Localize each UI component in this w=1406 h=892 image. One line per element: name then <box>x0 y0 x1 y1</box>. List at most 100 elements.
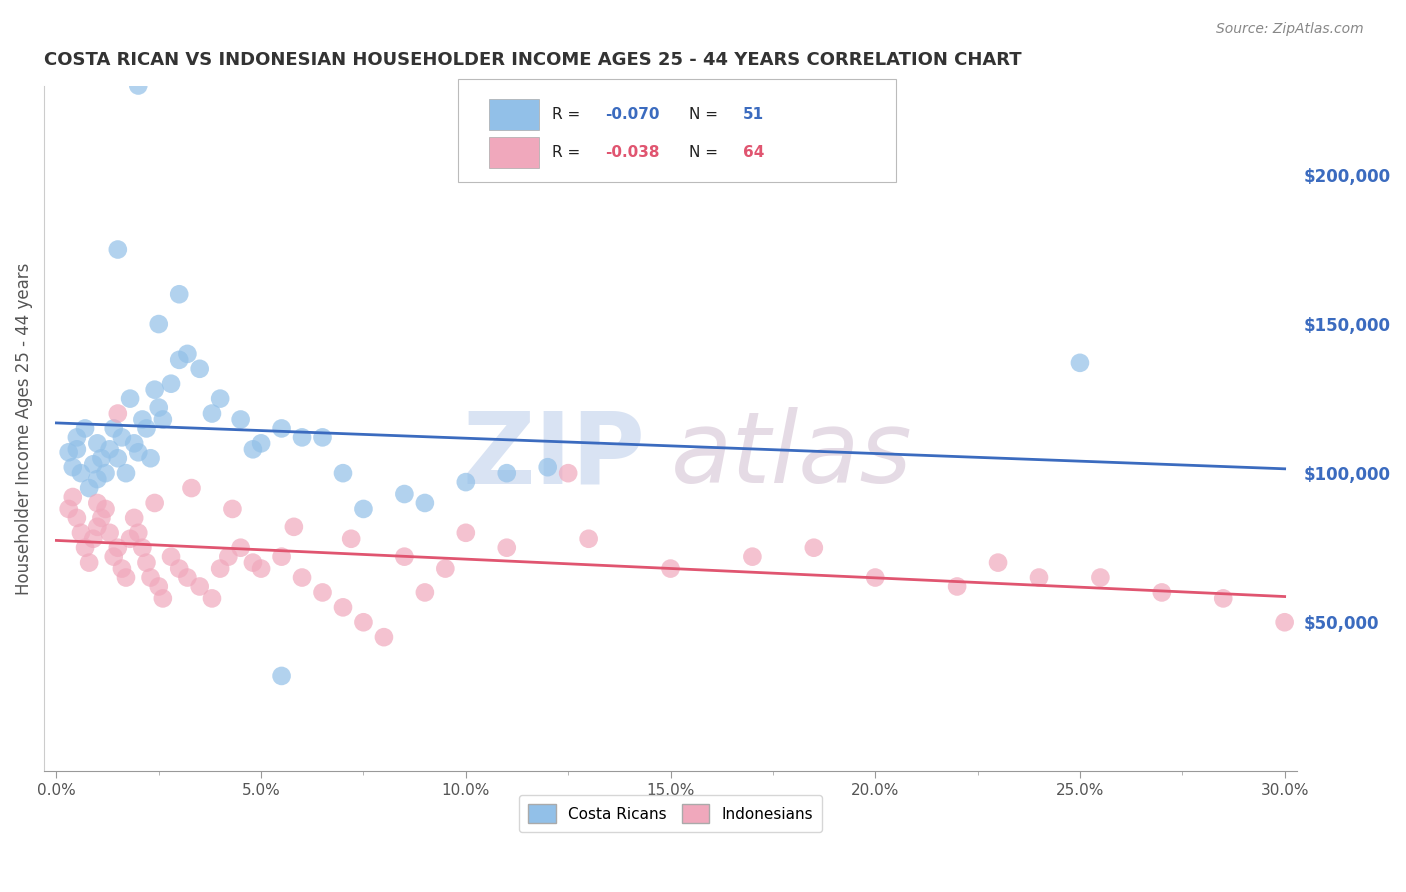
Point <box>373 630 395 644</box>
FancyBboxPatch shape <box>489 99 538 130</box>
Point <box>250 561 273 575</box>
Point <box>242 556 264 570</box>
Point <box>90 451 112 466</box>
FancyBboxPatch shape <box>457 78 896 182</box>
Point <box>201 591 224 606</box>
Point <box>86 436 108 450</box>
Point <box>221 502 243 516</box>
Point <box>229 412 252 426</box>
Point <box>803 541 825 555</box>
Point <box>1028 570 1050 584</box>
Text: R =: R = <box>551 145 585 160</box>
Point <box>180 481 202 495</box>
Point <box>86 520 108 534</box>
Point <box>332 600 354 615</box>
Point <box>127 445 149 459</box>
Point <box>73 541 96 555</box>
Point <box>188 361 211 376</box>
Point <box>160 376 183 391</box>
Point <box>135 421 157 435</box>
Text: -0.070: -0.070 <box>606 107 659 122</box>
Text: N =: N = <box>689 107 723 122</box>
Point <box>107 243 129 257</box>
Point <box>115 570 138 584</box>
Point <box>143 383 166 397</box>
Point <box>1274 615 1296 630</box>
Point <box>86 496 108 510</box>
Point <box>127 525 149 540</box>
Point <box>98 442 121 457</box>
Point <box>152 591 174 606</box>
Text: Source: ZipAtlas.com: Source: ZipAtlas.com <box>1216 22 1364 37</box>
Point <box>120 532 142 546</box>
Point <box>131 412 153 426</box>
Point <box>167 352 190 367</box>
Point <box>946 579 969 593</box>
Point <box>167 561 190 575</box>
Point <box>1150 585 1173 599</box>
Point <box>201 407 224 421</box>
Point <box>62 490 84 504</box>
Point <box>394 487 416 501</box>
Point <box>148 579 170 593</box>
Point <box>82 457 104 471</box>
Point <box>332 466 354 480</box>
Text: 64: 64 <box>744 145 765 160</box>
Point <box>160 549 183 564</box>
Point <box>86 472 108 486</box>
Point <box>413 496 436 510</box>
Point <box>107 451 129 466</box>
Point <box>557 466 579 480</box>
Point <box>537 460 560 475</box>
Point <box>291 430 314 444</box>
Point <box>209 392 232 406</box>
Point <box>242 442 264 457</box>
Point <box>659 561 682 575</box>
Point <box>127 78 149 93</box>
Text: -0.038: -0.038 <box>606 145 659 160</box>
Point <box>66 430 89 444</box>
Text: COSTA RICAN VS INDONESIAN HOUSEHOLDER INCOME AGES 25 - 44 YEARS CORRELATION CHAR: COSTA RICAN VS INDONESIAN HOUSEHOLDER IN… <box>44 51 1022 69</box>
Point <box>98 525 121 540</box>
Point <box>70 525 93 540</box>
Point <box>62 460 84 475</box>
Point <box>77 481 100 495</box>
Point <box>1069 356 1091 370</box>
Point <box>139 451 162 466</box>
Point <box>90 511 112 525</box>
Point <box>176 570 198 584</box>
FancyBboxPatch shape <box>489 137 538 168</box>
Text: 51: 51 <box>744 107 765 122</box>
Point <box>120 392 142 406</box>
Point <box>94 502 117 516</box>
Point <box>167 287 190 301</box>
Point <box>270 549 292 564</box>
Legend: Costa Ricans, Indonesians: Costa Ricans, Indonesians <box>519 796 823 832</box>
Text: N =: N = <box>689 145 723 160</box>
Text: atlas: atlas <box>671 408 912 504</box>
Point <box>495 541 517 555</box>
Point <box>270 421 292 435</box>
Y-axis label: Householder Income Ages 25 - 44 years: Householder Income Ages 25 - 44 years <box>15 262 32 595</box>
Point <box>1212 591 1234 606</box>
Point <box>111 430 134 444</box>
Point <box>578 532 600 546</box>
Point <box>987 556 1010 570</box>
Point <box>148 317 170 331</box>
Point <box>152 412 174 426</box>
Point <box>353 502 375 516</box>
Point <box>135 556 157 570</box>
Point <box>283 520 305 534</box>
Point <box>70 466 93 480</box>
Point <box>229 541 252 555</box>
Point <box>103 549 125 564</box>
Point <box>270 669 292 683</box>
Point <box>311 585 333 599</box>
Point <box>176 347 198 361</box>
Point <box>291 570 314 584</box>
Point <box>188 579 211 593</box>
Point <box>863 570 886 584</box>
Point <box>139 570 162 584</box>
Point <box>58 502 80 516</box>
Point <box>115 466 138 480</box>
